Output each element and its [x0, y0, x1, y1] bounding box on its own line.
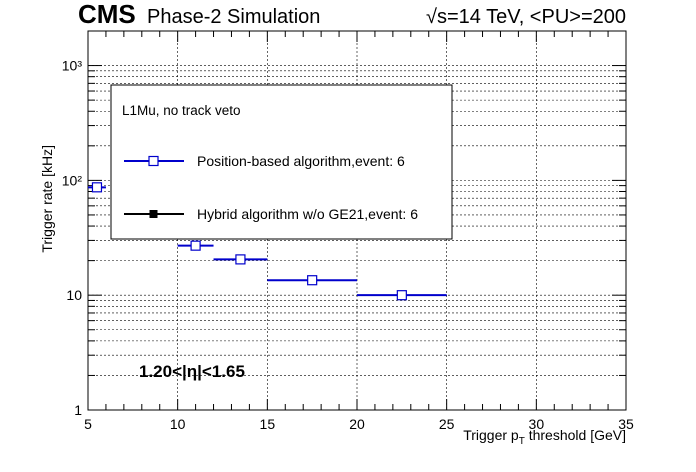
x-tick-label: 10: [170, 416, 186, 432]
y-tick-label: 10²: [62, 172, 83, 188]
x-tick-label: 30: [529, 416, 545, 432]
y-tick-labels: 1 10 10² 10³: [62, 58, 83, 418]
x-tick-label: 20: [349, 416, 365, 432]
data-point-marker: [190, 240, 201, 251]
axis-ticks: [87, 30, 627, 411]
legend-header: L1Mu, no track veto: [122, 103, 241, 118]
y-tick-label: 10: [66, 287, 82, 303]
legend-entry-position: Position-based algorithm,event: 6: [197, 153, 405, 169]
data-point-marker: [396, 290, 407, 301]
y-axis-title: Trigger rate [kHz]: [39, 145, 55, 253]
x-tick-label: 25: [439, 416, 455, 432]
x-tick-label: 5: [84, 416, 92, 432]
x-axis-title: Trigger pT threshold [GeV]: [463, 427, 626, 447]
y-tick-label: 10³: [62, 58, 83, 74]
legend-marker-filled-square: [149, 210, 158, 218]
data-point-marker: [235, 254, 246, 265]
data-point-marker: [91, 182, 103, 193]
legend-entry-hybrid: Hybrid algorithm w/o GE21,event: 6: [197, 206, 418, 222]
cms-label: CMS: [78, 0, 136, 29]
x-tick-labels: 5 10 15 20 25 30 35: [84, 416, 634, 432]
y-tick-label: 1: [74, 402, 82, 418]
simulation-label: Phase-2 Simulation: [147, 6, 320, 28]
eta-range-label: 1.20<|η|<1.65: [139, 362, 245, 381]
conditions-label: √s=14 TeV, <PU>=200: [426, 6, 626, 28]
x-tick-label: 35: [618, 416, 634, 432]
x-tick-label: 15: [260, 416, 276, 432]
legend: L1Mu, no track veto Position-based algor…: [110, 84, 453, 240]
data-point-marker: [307, 275, 318, 286]
data-series: [88, 182, 447, 301]
legend-marker-open-square: [148, 155, 159, 167]
